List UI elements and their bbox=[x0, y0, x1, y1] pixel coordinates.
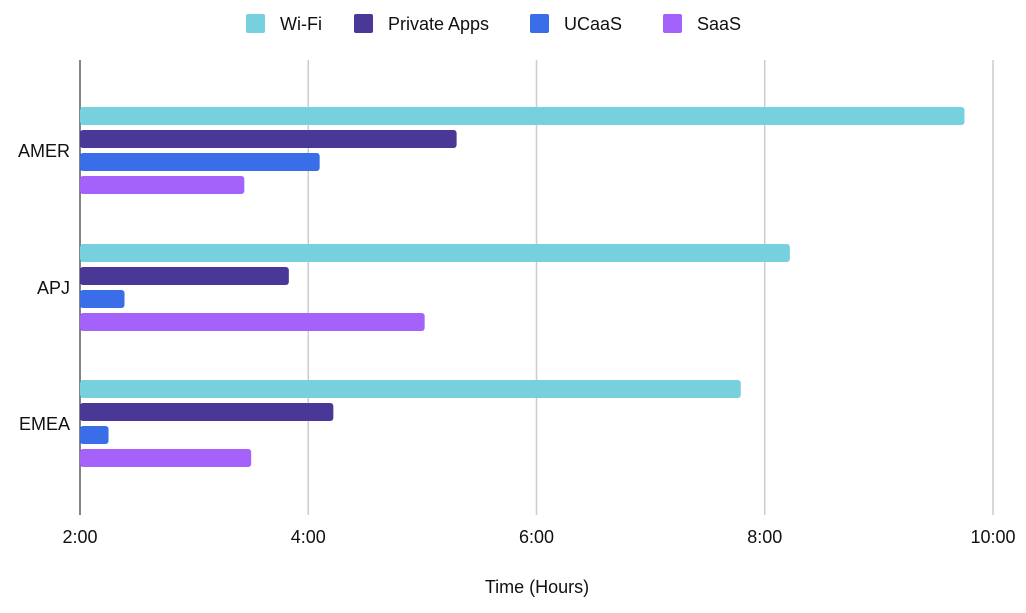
legend-item-ucaas: UCaaS bbox=[530, 14, 622, 34]
x-tick-labels: 2:00 4:00 6:00 8:00 10:00 bbox=[62, 527, 1015, 547]
x-tick-label: 2:00 bbox=[62, 527, 97, 547]
legend-swatch bbox=[663, 14, 682, 33]
bar-amer-wi-fi bbox=[80, 107, 965, 125]
x-axis-title: Time (Hours) bbox=[485, 577, 589, 597]
bar-apj-saas bbox=[80, 313, 425, 331]
legend-swatch bbox=[530, 14, 549, 33]
legend-item-private-apps: Private Apps bbox=[354, 14, 489, 34]
legend-swatch bbox=[246, 14, 265, 33]
legend-label: UCaaS bbox=[564, 14, 622, 34]
legend-label: SaaS bbox=[697, 14, 741, 34]
category-label: APJ bbox=[37, 278, 70, 298]
bars bbox=[80, 107, 965, 467]
bar-emea-saas bbox=[80, 449, 252, 467]
bar-apj-wi-fi bbox=[80, 244, 790, 262]
gridlines bbox=[79, 60, 994, 515]
bar-apj-ucaas bbox=[80, 290, 125, 308]
category-labels: AMER APJ EMEA bbox=[18, 141, 70, 434]
bar-amer-ucaas bbox=[80, 153, 320, 171]
bar-amer-private-apps bbox=[80, 130, 457, 148]
legend-swatch bbox=[354, 14, 373, 33]
legend-item-saas: SaaS bbox=[663, 14, 741, 34]
bar-emea-wi-fi bbox=[80, 380, 741, 398]
legend-label: Wi-Fi bbox=[280, 14, 322, 34]
bar-amer-saas bbox=[80, 176, 245, 194]
legend-item-wi-fi: Wi-Fi bbox=[246, 14, 322, 34]
legend: Wi-Fi Private Apps UCaaS SaaS bbox=[246, 14, 741, 34]
legend-label: Private Apps bbox=[388, 14, 489, 34]
x-tick-label: 4:00 bbox=[291, 527, 326, 547]
bar-emea-private-apps bbox=[80, 403, 334, 421]
bar-apj-private-apps bbox=[80, 267, 289, 285]
category-label: AMER bbox=[18, 141, 70, 161]
category-label: EMEA bbox=[19, 414, 70, 434]
x-tick-label: 8:00 bbox=[747, 527, 782, 547]
bar-emea-ucaas bbox=[80, 426, 109, 444]
x-tick-label: 6:00 bbox=[519, 527, 554, 547]
x-tick-label: 10:00 bbox=[970, 527, 1015, 547]
